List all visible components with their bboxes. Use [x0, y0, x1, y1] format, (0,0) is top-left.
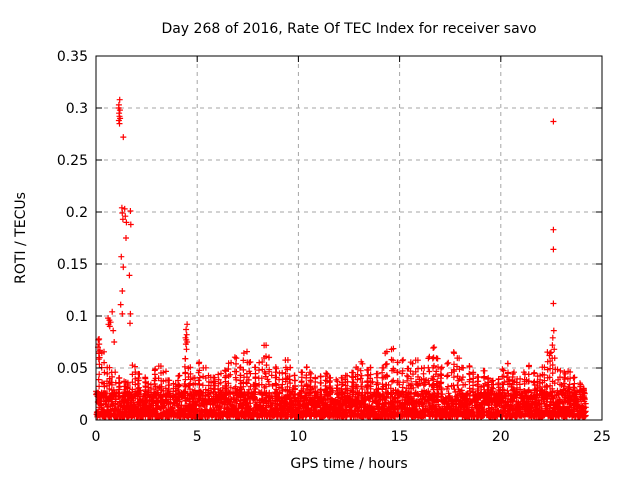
y-tick-label: 0.2 — [66, 205, 88, 221]
y-axis-label: ROTI / TECUs — [13, 192, 29, 284]
y-tick-label: 0.35 — [57, 49, 88, 65]
y-tick-label: 0.25 — [57, 153, 88, 169]
y-tick-label: 0.05 — [57, 361, 88, 377]
data-points-band — [93, 336, 589, 420]
x-tick-label: 20 — [492, 429, 510, 445]
y-tick-label: 0 — [79, 413, 88, 429]
x-tick-label: 15 — [391, 429, 409, 445]
data-points-outliers — [95, 96, 558, 361]
x-tick-label: 25 — [593, 429, 611, 445]
y-tick-label: 0.15 — [57, 257, 88, 273]
x-tick-label: 5 — [193, 429, 202, 445]
y-tick-label: 0.1 — [66, 309, 88, 325]
chart-title: Day 268 of 2016, Rate Of TEC Index for r… — [161, 21, 536, 37]
plot-frame — [95, 55, 603, 421]
x-axis-label: GPS time / hours — [290, 456, 407, 472]
x-tick-label: 10 — [289, 429, 307, 445]
y-tick-label: 0.3 — [66, 101, 88, 117]
x-tick-label: 0 — [92, 429, 101, 445]
